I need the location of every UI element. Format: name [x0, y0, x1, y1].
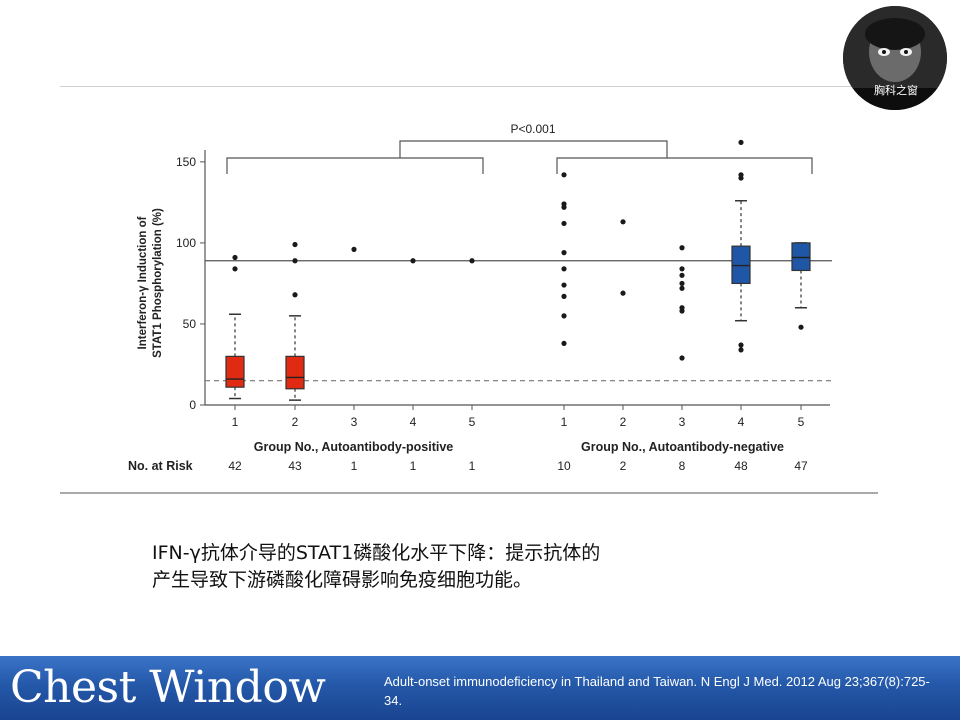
x-tick-label: 4: [410, 415, 417, 429]
x-tick-label: 2: [292, 415, 299, 429]
y-tick-label: 0: [189, 398, 196, 412]
footer-reference: Adult-onset immunodeficiency in Thailand…: [384, 674, 930, 708]
risk-count-label: 48: [734, 459, 748, 473]
footer-banner: Chest Window Adult-onset immunodeficienc…: [0, 656, 960, 720]
bottom-divider: [60, 492, 878, 494]
risk-count-label: 42: [228, 459, 242, 473]
data-point: [561, 282, 567, 288]
data-point: [469, 258, 475, 264]
comparison-bracket: [399, 140, 668, 158]
data-point: [561, 250, 567, 256]
x-tick-label: 1: [232, 415, 239, 429]
x-tick-label: 1: [561, 415, 568, 429]
data-point: [351, 246, 357, 252]
footer-title: Chest Window: [10, 662, 326, 713]
x-tick-label: 5: [798, 415, 805, 429]
caption: IFN-γ抗体介导的STAT1磷酸化水平下降：提示抗体的 产生导致下游磷酸化障碍…: [152, 540, 772, 594]
data-point: [292, 241, 298, 248]
box: [731, 245, 751, 285]
logo-avatar-icon: 胸科之窗: [843, 6, 947, 110]
p-value-label: P<0.001: [510, 122, 555, 136]
risk-count-label: 8: [679, 459, 686, 473]
caption-line-2: 产生导致下游磷酸化障碍影响免疫细胞功能。: [152, 569, 533, 591]
group-axis-label: Group No., Autoantibody-positive: [254, 440, 454, 454]
data-point: [738, 172, 744, 178]
data-point: [738, 342, 744, 348]
logo-text: 胸科之窗: [874, 83, 918, 97]
data-point: [620, 290, 626, 296]
risk-count-label: 1: [410, 459, 417, 473]
y-tick-label: 100: [176, 236, 196, 250]
y-axis-title-line-2: STAT1 Phosphorylation (%): [152, 208, 164, 358]
data-point: [561, 220, 567, 227]
data-point: [561, 293, 567, 299]
y-tick-label: 150: [176, 155, 196, 169]
data-point: [561, 266, 567, 272]
risk-count-label: 2: [620, 459, 627, 473]
box: [791, 242, 811, 272]
data-point: [561, 313, 567, 319]
data-point: [679, 272, 685, 278]
chest-window-logo: 胸科之窗: [836, 6, 954, 116]
data-point: [679, 355, 685, 361]
data-point: [738, 347, 744, 353]
data-point: [232, 254, 238, 261]
y-axis-title-line-1: Interferon-γ Induction of: [137, 216, 149, 349]
risk-count-label: 1: [351, 459, 358, 473]
data-point: [561, 201, 567, 207]
x-tick-label: 4: [738, 415, 745, 429]
risk-count-label: 10: [557, 459, 571, 473]
x-tick-label: 2: [620, 415, 627, 429]
x-tick-label: 3: [351, 415, 358, 429]
data-point: [620, 219, 626, 225]
risk-count-label: 43: [288, 459, 302, 473]
data-point: [679, 305, 685, 311]
group-axis-label: Group No., Autoantibody-negative: [581, 440, 784, 454]
x-tick-label: 5: [469, 415, 476, 429]
box-plot-chart: 0 50 100 150 Interferon-γ Induction of STAT1 …: [128, 122, 832, 473]
box: [225, 355, 245, 388]
data-point: [561, 340, 567, 347]
data-point: [798, 324, 804, 330]
risk-count-label: 47: [794, 459, 808, 473]
x-tick-label: 3: [679, 415, 686, 429]
group-bracket-negative: [556, 157, 813, 174]
data-point: [561, 172, 567, 178]
data-point: [679, 285, 685, 291]
risk-count-label: 1: [469, 459, 476, 473]
data-point: [679, 266, 685, 272]
risk-row-label: No. at Risk: [128, 459, 193, 473]
box: [285, 355, 305, 390]
top-divider: [60, 86, 878, 87]
data-point: [738, 139, 744, 146]
group-bracket-positive: [226, 157, 484, 174]
data-point: [232, 266, 238, 272]
data-point: [292, 292, 298, 298]
data-point: [679, 245, 685, 251]
y-tick-label: 50: [183, 317, 197, 331]
caption-line-1: IFN-γ抗体介导的STAT1磷酸化水平下降：提示抗体的: [152, 542, 601, 564]
data-point: [410, 258, 416, 264]
data-point: [292, 258, 298, 264]
data-point: [679, 280, 685, 287]
